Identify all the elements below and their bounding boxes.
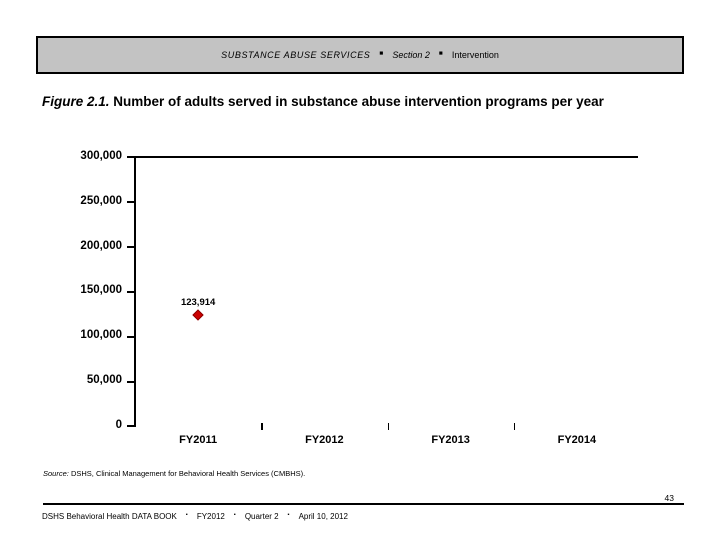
y-axis-label: 150,000 [80,284,122,296]
x-axis-tick [513,423,516,430]
header-topic: Intervention [451,50,499,60]
data-point-marker [192,309,204,321]
x-axis-tick [387,423,389,430]
square-bullet-icon: ▪ [185,512,188,519]
y-axis-tick [127,425,135,427]
figure-title: Figure 2.1. Number of adults served in s… [42,92,642,111]
footer-quarter: Quarter 2 [244,512,279,521]
y-axis-label: 50,000 [86,374,122,386]
figure-number-label: Figure 2.1. [42,94,110,109]
source-note: Source: DSHS, Clinical Management for Be… [43,469,305,478]
data-point-label: 123,914 [180,296,216,308]
chart: 300,000 250,000 200,000 150,000 100,000 … [80,150,640,446]
x-axis-label: FY2012 [305,434,344,446]
square-bullet-icon: ■ [438,49,443,57]
footer-date: April 10, 2012 [298,512,348,521]
chart-top-border [135,156,638,158]
x-axis-label: FY2011 [179,434,218,446]
page-number: 43 [664,493,674,503]
header-title: SUBSTANCE ABUSE SERVICES [221,50,371,60]
y-axis-label: 100,000 [80,329,122,341]
section-header-bar: SUBSTANCE ABUSE SERVICES ■ Section 2 ■ I… [36,36,684,74]
header-section: Section 2 [392,50,430,60]
source-text: DSHS, Clinical Management for Behavioral… [70,469,306,478]
y-axis-tick [127,291,135,293]
source-label: Source: [43,469,69,478]
x-axis-label: FY2014 [557,434,597,446]
x-axis-labels: FY2011 FY2012 FY2013 FY2014 [135,434,640,446]
x-axis-tick [261,423,263,430]
square-bullet-icon: ■ [379,49,384,57]
y-axis-line [134,156,136,427]
y-axis-tick [127,201,135,203]
y-axis-label: 250,000 [80,195,122,207]
footer-book-title: DSHS Behavioral Health DATA BOOK [42,512,177,521]
square-bullet-icon: ▪ [287,512,290,519]
y-axis-tick [127,156,135,158]
y-axis-tick [127,336,135,338]
y-axis-tick [127,246,135,248]
y-axis-label: 300,000 [80,150,122,162]
footer-rule [43,503,684,505]
footer-fiscal-year: FY2012 [196,512,225,521]
y-axis-label: 0 [115,419,122,431]
figure-title-text: Number of adults served in substance abu… [113,94,604,109]
y-axis-tick [127,381,135,383]
x-axis-label: FY2013 [431,434,470,446]
footer-line: DSHS Behavioral Health DATA BOOK ▪ FY201… [42,512,348,521]
y-axis-label: 200,000 [80,240,122,252]
plot-area: 123,914 [135,157,640,430]
square-bullet-icon: ▪ [233,512,236,519]
